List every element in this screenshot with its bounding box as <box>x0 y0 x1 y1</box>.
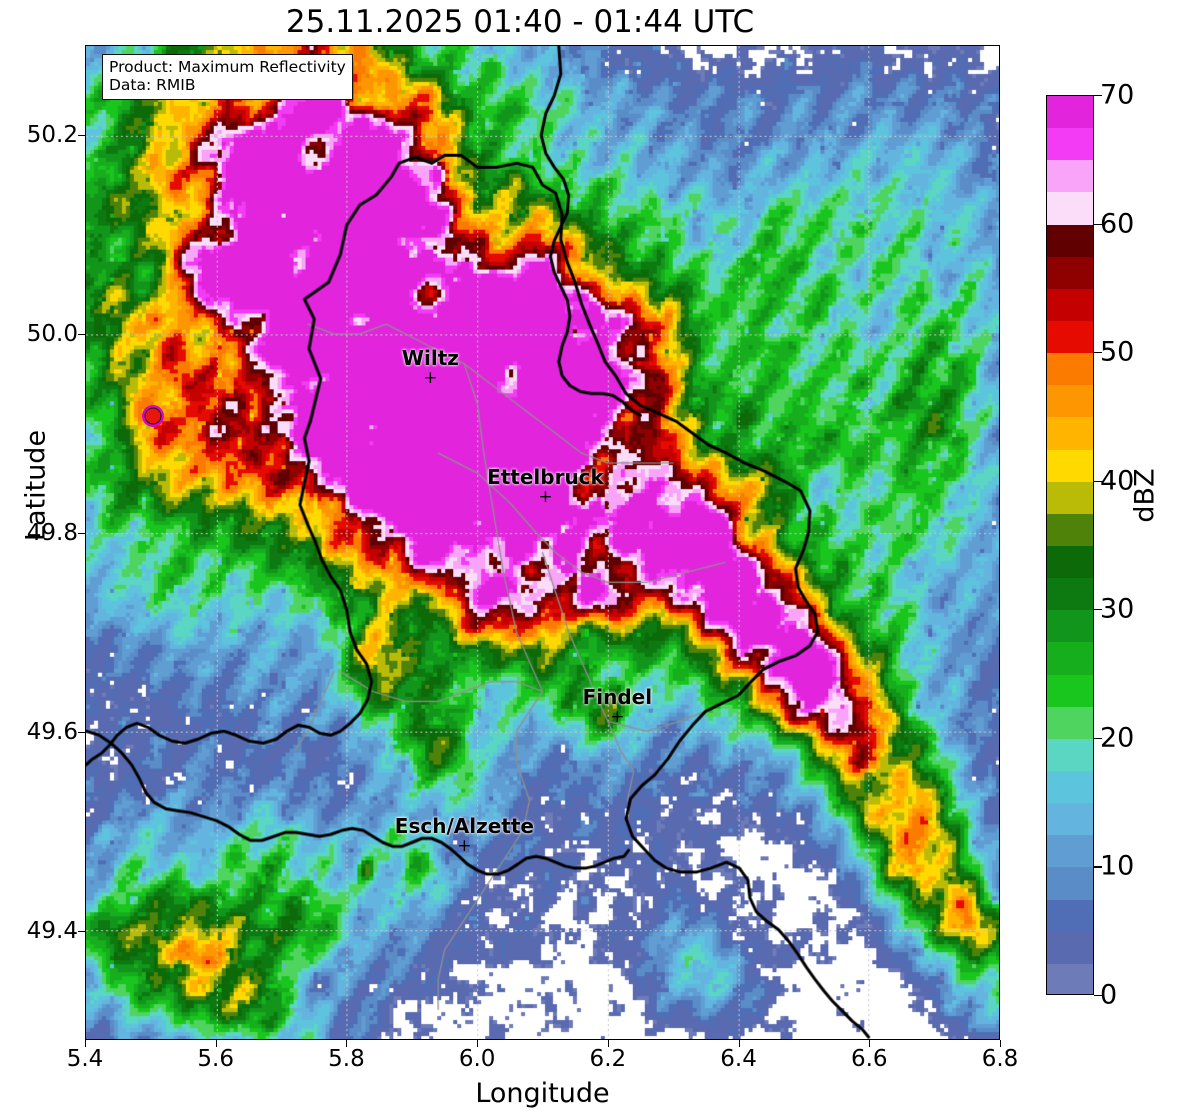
x-tickmark <box>738 1040 740 1047</box>
x-tickmark <box>85 1040 86 1047</box>
info-product-line: Product: Maximum Reflectivity <box>109 58 346 76</box>
city-label: Esch/Alzette <box>394 814 535 839</box>
colorbar-band-16 <box>1047 610 1093 643</box>
city-label: Wiltz <box>401 346 459 371</box>
marker-dot <box>144 407 162 425</box>
city-marker-findel: Findel + <box>583 687 653 726</box>
colorbar-tick-label: 50 <box>1100 336 1135 368</box>
radar-plot-area: Product: Maximum Reflectivity Data: RMIB… <box>85 45 1000 1040</box>
city-cross-icon: + <box>610 706 625 727</box>
colorbar-band-21 <box>1047 770 1093 804</box>
y-tickmark <box>78 134 85 136</box>
colorbar-tickmark <box>1094 866 1102 868</box>
x-tick-label: 6.6 <box>850 1046 888 1072</box>
x-tick-label: 6.8 <box>981 1046 1019 1072</box>
colorbar-tickmark <box>1094 480 1102 482</box>
colorbar-tickmark <box>1094 737 1102 740</box>
x-tickmark <box>477 1040 479 1047</box>
y-tick-label: 49.6 <box>26 718 78 745</box>
colorbar-band-13 <box>1047 513 1093 546</box>
x-tick-label: 6.2 <box>589 1046 627 1072</box>
page-title: 25.11.2025 01:40 - 01:44 UTC <box>285 4 755 40</box>
colorbar-tickmark <box>1094 609 1102 611</box>
y-tick-label: 50.2 <box>26 121 78 148</box>
colorbar-tickmark <box>1094 352 1102 354</box>
colorbar-band-23 <box>1047 835 1093 868</box>
y-tick-label: 49.8 <box>26 519 78 546</box>
x-tickmark <box>346 1040 348 1047</box>
x-tick-label: 5.6 <box>197 1046 234 1072</box>
colorbar-tick-label: 60 <box>1100 208 1135 240</box>
colorbar-tick-label: 10 <box>1100 850 1135 882</box>
y-tickmark <box>78 333 85 335</box>
x-tick-label: 6.0 <box>458 1046 496 1072</box>
colorbar-band-26 <box>1047 931 1093 964</box>
x-axis-label: Longitude <box>475 1078 610 1109</box>
info-box: Product: Maximum Reflectivity Data: RMIB <box>102 54 353 100</box>
colorbar-tickmark <box>1094 995 1102 997</box>
colorbar-band-18 <box>1047 674 1093 707</box>
colorbar-tick-label: 20 <box>1100 722 1135 754</box>
x-tickmark <box>1000 1040 1001 1047</box>
colorbar-band-0 <box>1047 96 1093 129</box>
city-cross-icon: + <box>423 368 438 389</box>
colorbar-tickmark <box>1094 95 1102 97</box>
y-tickmark <box>78 731 85 733</box>
x-tickmark <box>869 1040 871 1047</box>
colorbar-band-22 <box>1047 803 1093 836</box>
colorbar-tick-label: 0 <box>1100 979 1118 1011</box>
colorbar-band-3 <box>1047 192 1093 225</box>
city-cross-icon: + <box>457 836 472 857</box>
city-marker-ettelbruck: Ettelbruck + <box>487 467 604 506</box>
colorbar-band-12 <box>1047 481 1093 514</box>
colorbar-band-8 <box>1047 353 1093 386</box>
colorbar-tick-label: 70 <box>1100 79 1135 111</box>
colorbar-tick-label: 30 <box>1100 593 1135 625</box>
y-axis-label: Latitude <box>20 429 52 542</box>
colorbar-band-2 <box>1047 160 1093 193</box>
colorbar-band-24 <box>1047 867 1093 900</box>
colorbar-label: dBZ <box>1129 468 1161 523</box>
colorbar-band-11 <box>1047 449 1093 482</box>
colorbar-band-20 <box>1047 738 1093 771</box>
colorbar-band-7 <box>1047 320 1093 354</box>
colorbar-band-14 <box>1047 545 1093 579</box>
colorbar-band-17 <box>1047 642 1093 675</box>
colorbar-tickmark <box>1094 223 1102 225</box>
city-label: Ettelbruck <box>487 464 604 489</box>
y-tickmark <box>78 930 85 932</box>
colorbar-band-25 <box>1047 899 1093 932</box>
x-tickmark <box>607 1040 609 1047</box>
radar-site-marker[interactable] <box>140 403 166 429</box>
city-marker-wiltz: Wiltz + <box>402 348 459 387</box>
x-tick-label: 6.4 <box>720 1046 757 1072</box>
colorbar-band-6 <box>1047 288 1093 321</box>
colorbar-band-10 <box>1047 417 1093 450</box>
colorbar-band-27 <box>1047 963 1093 994</box>
x-tick-label: 5.8 <box>328 1046 365 1072</box>
y-tickmark <box>78 532 85 534</box>
borders-layer <box>86 46 999 1039</box>
colorbar <box>1046 95 1094 995</box>
colorbar-band-15 <box>1047 578 1093 611</box>
y-tick-label: 50.0 <box>26 320 78 347</box>
y-tick-label: 49.4 <box>26 917 78 944</box>
colorbar-band-1 <box>1047 128 1093 161</box>
colorbar-tick-label: 40 <box>1100 465 1135 497</box>
info-data-line: Data: RMIB <box>109 76 196 95</box>
city-label: Findel <box>582 684 653 709</box>
colorbar-band-9 <box>1047 385 1093 418</box>
city-cross-icon: + <box>538 486 553 507</box>
colorbar-band-4 <box>1047 224 1093 257</box>
colorbar-band-5 <box>1047 256 1093 289</box>
x-tick-label: 5.4 <box>66 1046 104 1072</box>
colorbar-band-19 <box>1047 706 1093 739</box>
x-tickmark <box>215 1040 217 1047</box>
city-marker-esch-alzette: Esch/Alzette + <box>395 816 534 855</box>
